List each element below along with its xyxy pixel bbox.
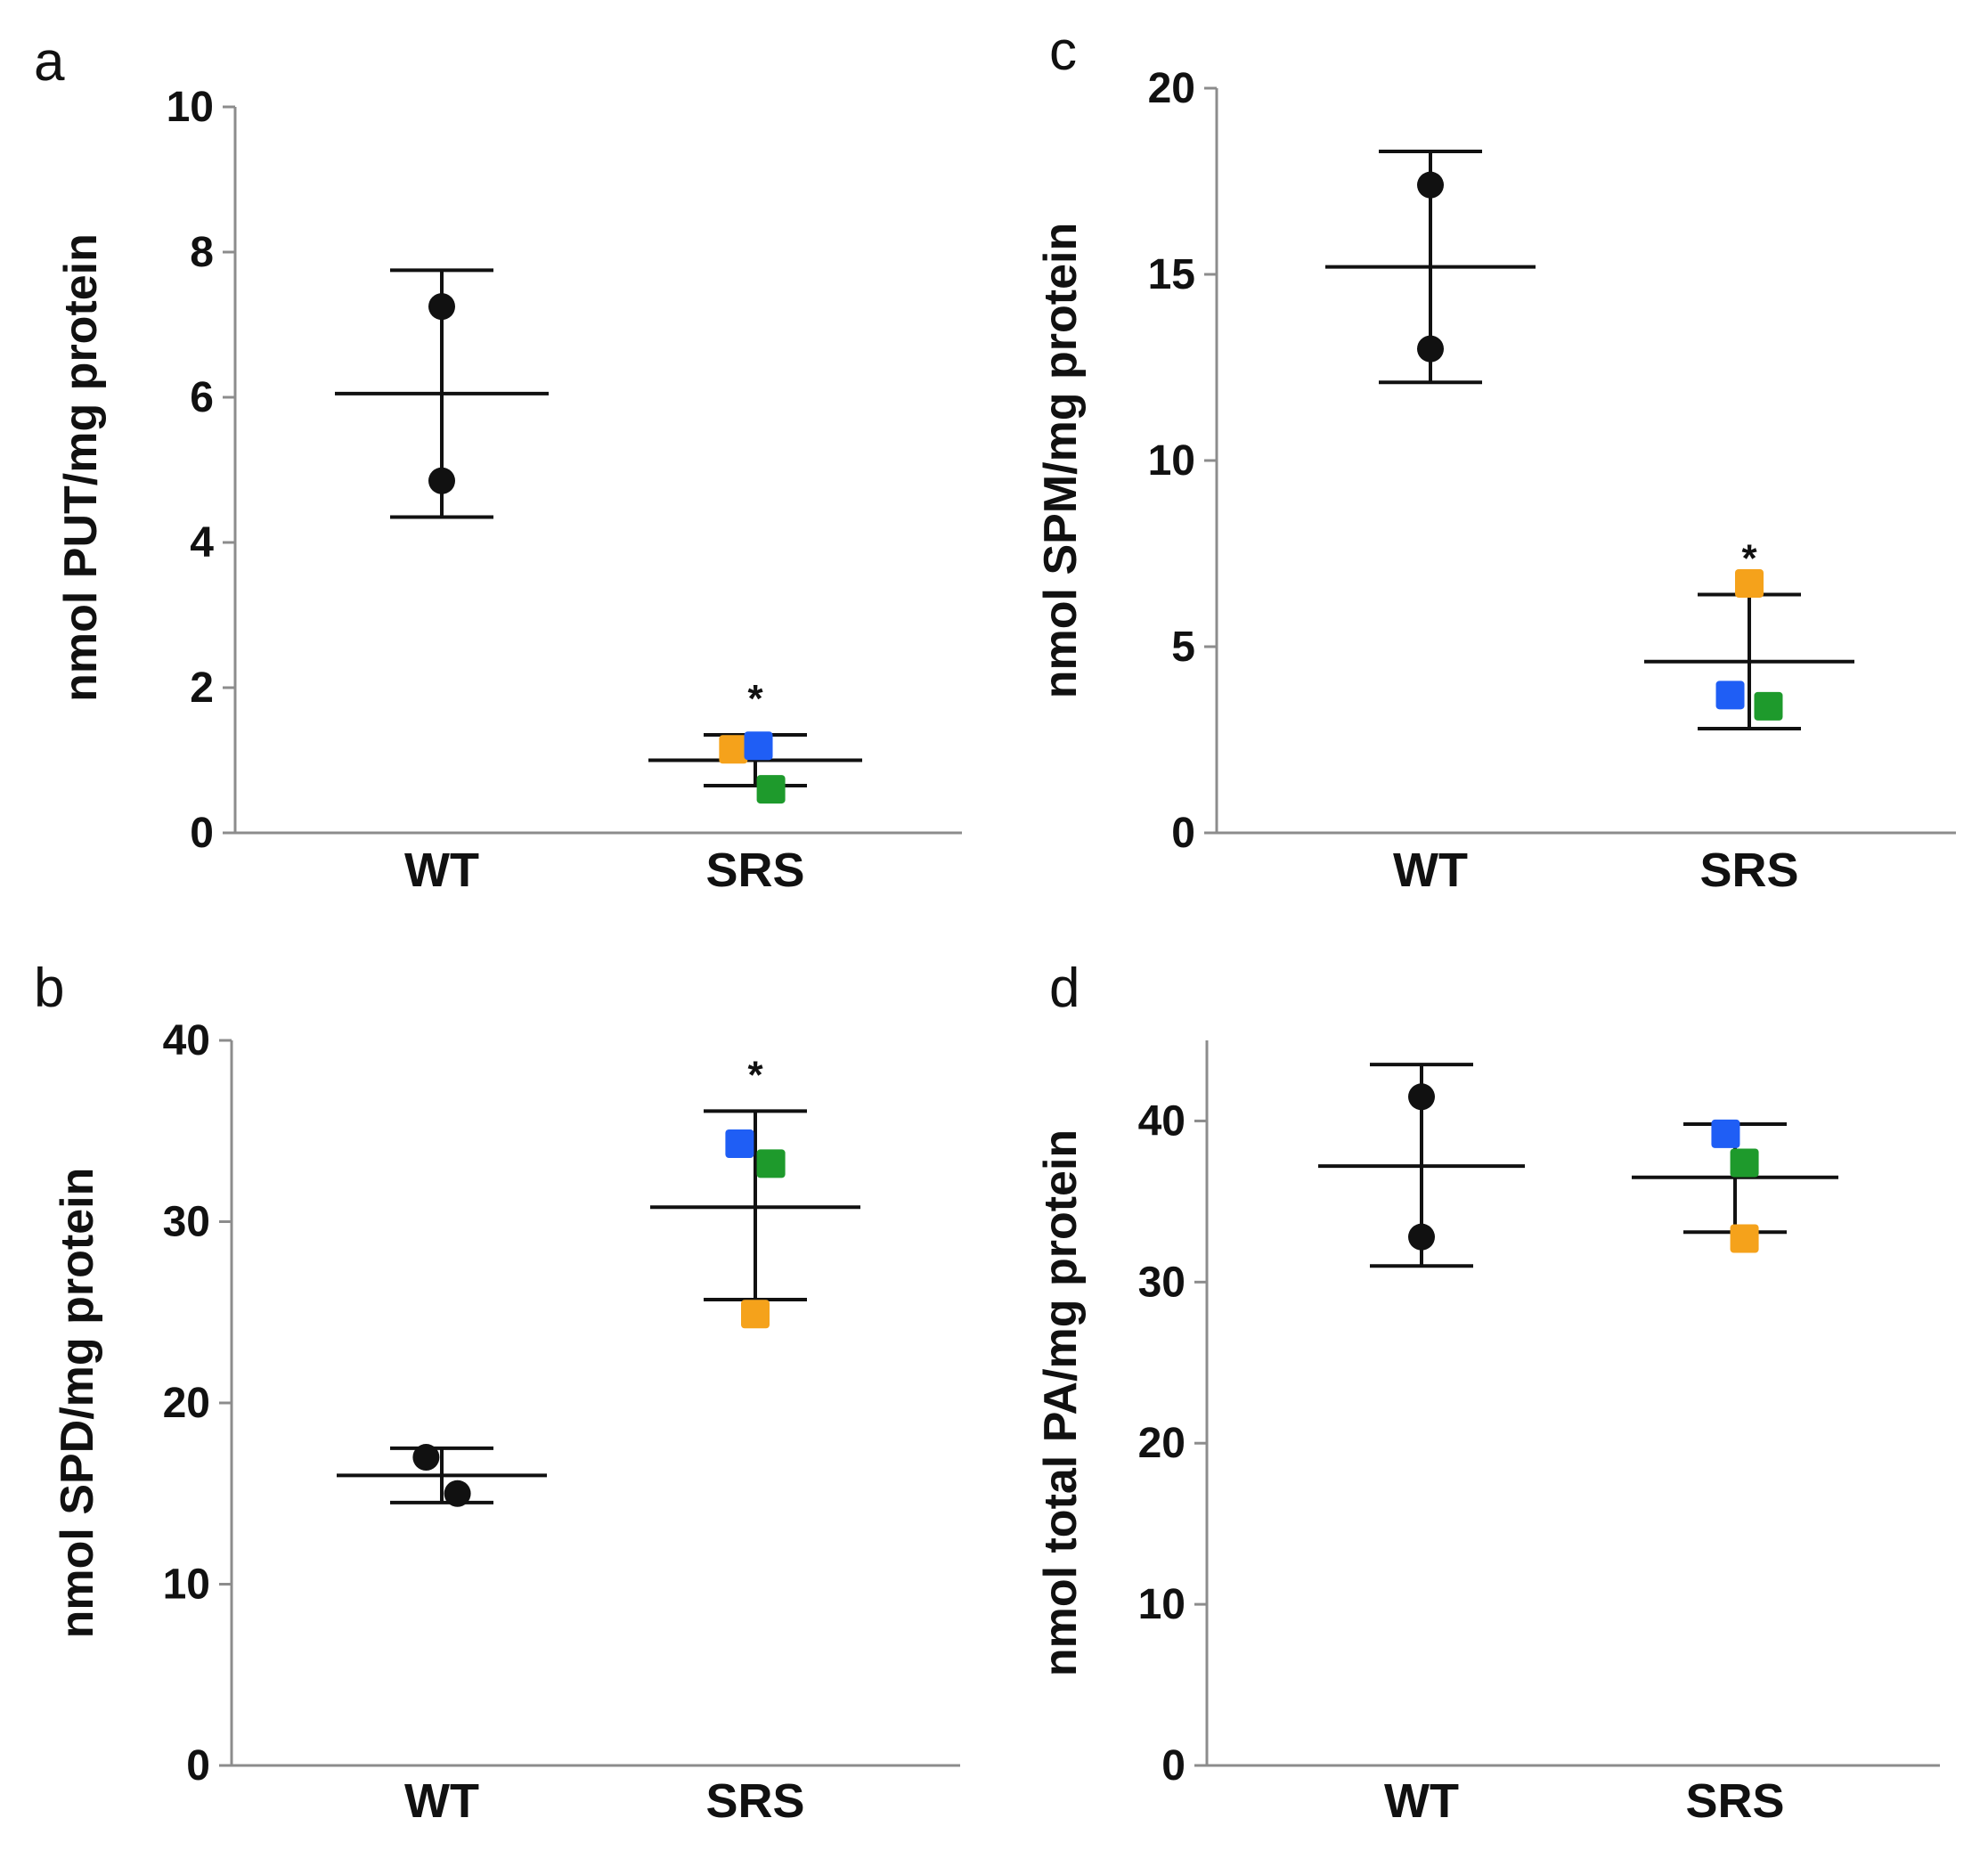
panel-c-significance-marker: * — [1741, 536, 1757, 580]
panel-c-y-tick-label: 10 — [1148, 437, 1195, 485]
panel-b: b 0 10 20 30 40 nmol SPD/mg protein WT SRS * — [34, 958, 960, 1828]
panel-b-wt-data-point — [444, 1480, 471, 1507]
panel-c-y-tick-label: 0 — [1171, 810, 1195, 857]
panel-c-x-category-label: SRS — [1699, 844, 1798, 897]
panel-a-y-axis-title: nmol PUT/mg protein — [55, 233, 107, 702]
panel-d-y-tick-label: 10 — [1138, 1581, 1185, 1628]
panel-a-x-category-label: WT — [404, 844, 479, 897]
panel-a-y-tick-label: 0 — [190, 810, 214, 857]
panel-d-plot: 0 10 20 30 40 nmol total PA/mg protein WT SRS — [1035, 1040, 1940, 1828]
panel-a-srs-data-point-green — [756, 775, 786, 804]
panel-d-srs-data-point-blue — [1711, 1119, 1740, 1148]
panel-b-x-category-label: SRS — [705, 1774, 804, 1828]
panel-a-significance-marker: * — [747, 677, 763, 721]
panel-d-y-axis-title: nmol total PA/mg protein — [1035, 1129, 1087, 1676]
panel-d-y-tick-label: 0 — [1161, 1742, 1185, 1790]
panel-d-x-category-label: WT — [1384, 1774, 1459, 1828]
panel-a-y-tick-label: 10 — [167, 84, 214, 131]
panel-b-y-tick-label: 40 — [163, 1017, 210, 1064]
panel-c: c 0 5 10 15 20 nmol SPM/mg protein WT SRS * — [1035, 20, 1956, 897]
panel-c-y-tick-label: 20 — [1148, 65, 1195, 112]
panel-c-wt-data-point — [1417, 335, 1444, 363]
panel-b-y-tick-label: 0 — [186, 1742, 210, 1790]
panel-a-y-tick-label: 8 — [190, 229, 214, 276]
panel-d: d 0 10 20 30 40 nmol total PA/mg protein WT SRS — [1035, 958, 1940, 1828]
panel-d-y-tick-label: 30 — [1138, 1259, 1185, 1306]
panel-a-srs-data-point-blue — [744, 731, 773, 761]
panel-b-significance-marker: * — [747, 1053, 763, 1097]
panel-b-letter: b — [34, 958, 64, 1019]
panel-a-srs-data-point-orange — [719, 735, 748, 764]
panel-b-y-axis-title: nmol SPD/mg protein — [52, 1168, 103, 1639]
panel-c-wt-data-point — [1417, 171, 1444, 199]
panel-a: a 0 2 4 6 8 10 nmol PUT/mg protein WT SRS * — [34, 31, 962, 897]
panel-b-y-tick-label: 20 — [163, 1380, 210, 1427]
panel-d-wt-data-point — [1408, 1083, 1435, 1111]
panel-a-y-tick-label: 2 — [190, 664, 214, 712]
panel-d-y-tick-label: 20 — [1138, 1420, 1185, 1467]
panel-b-srs-data-point-green — [756, 1149, 786, 1178]
panel-b-y-tick-label: 10 — [163, 1561, 210, 1609]
panel-a-letter: a — [34, 31, 65, 93]
panel-c-plot: 0 5 10 15 20 nmol SPM/mg protein WT SRS * — [1035, 65, 1956, 897]
panel-a-y-tick-label: 4 — [190, 519, 214, 567]
panel-c-srs-data-point-green — [1754, 691, 1783, 721]
panel-a-plot: 0 2 4 6 8 10 nmol PUT/mg protein WT SRS * — [55, 84, 962, 897]
panel-c-srs-data-point-orange — [1735, 568, 1764, 598]
panel-c-y-tick-label: 15 — [1148, 251, 1195, 298]
panel-c-x-category-label: WT — [1393, 844, 1468, 897]
panel-d-wt-data-point — [1408, 1223, 1435, 1251]
panel-a-wt-data-point — [428, 293, 455, 321]
panel-d-x-category-label: SRS — [1685, 1774, 1784, 1828]
panel-c-srs-data-point-blue — [1715, 681, 1745, 710]
panel-b-srs-data-point-orange — [741, 1300, 770, 1329]
panel-b-srs-data-point-blue — [725, 1129, 754, 1158]
panel-d-srs-data-point-orange — [1730, 1224, 1759, 1253]
panel-a-wt-data-point — [428, 467, 455, 494]
panel-d-srs-data-point-green — [1730, 1148, 1759, 1178]
panel-b-plot: 0 10 20 30 40 nmol SPD/mg protein WT SRS * — [52, 1017, 960, 1828]
panel-c-y-tick-label: 5 — [1171, 624, 1195, 671]
panel-b-x-category-label: WT — [404, 1774, 479, 1828]
panel-b-y-tick-label: 30 — [163, 1199, 210, 1246]
panel-d-y-tick-label: 40 — [1138, 1097, 1185, 1145]
panel-a-x-category-label: SRS — [705, 844, 804, 897]
panel-c-letter: c — [1049, 20, 1077, 82]
panel-c-y-axis-title: nmol SPM/mg protein — [1035, 223, 1087, 698]
panel-b-wt-data-point — [412, 1444, 440, 1472]
panel-a-y-tick-label: 6 — [190, 374, 214, 421]
panel-d-letter: d — [1049, 958, 1080, 1019]
